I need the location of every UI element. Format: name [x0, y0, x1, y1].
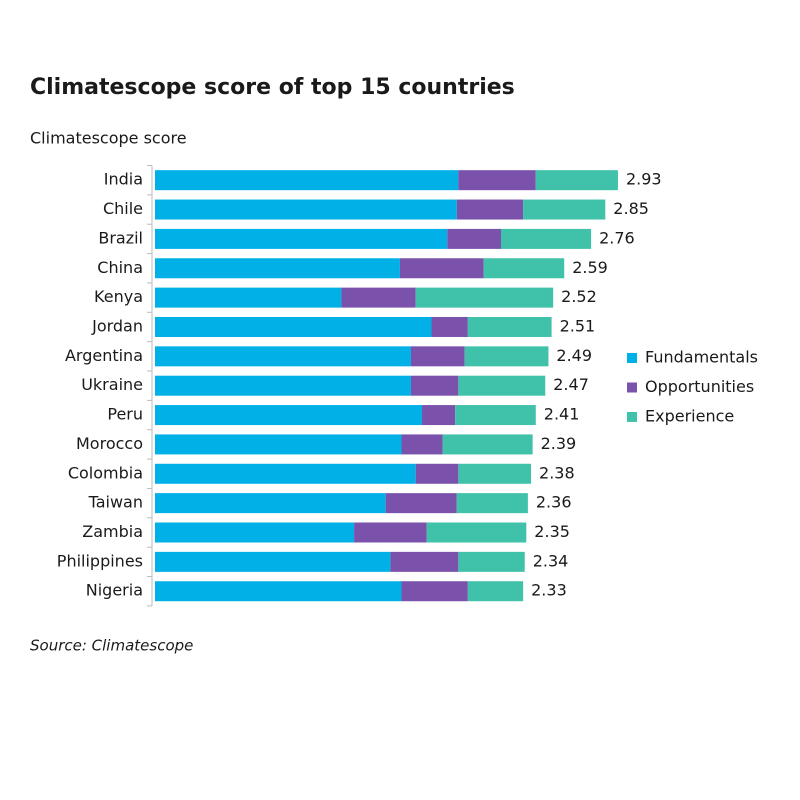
total-label: 2.35	[534, 522, 570, 541]
category-label: Taiwan	[88, 493, 143, 512]
bar-segment	[155, 434, 402, 455]
total-label: 2.93	[626, 170, 662, 189]
bar-segment	[341, 287, 416, 308]
bar-segment	[155, 551, 391, 572]
total-label: 2.52	[561, 287, 597, 306]
bar-segment	[155, 287, 342, 308]
bar-segment	[155, 346, 411, 367]
bar-segment	[354, 522, 427, 543]
total-label: 2.38	[539, 463, 575, 482]
bar-segment	[401, 434, 443, 455]
bar-segment	[464, 346, 549, 367]
total-label: 2.47	[553, 375, 589, 394]
bar-segment	[410, 346, 465, 367]
bar-segment	[390, 551, 459, 572]
bar-segment	[155, 581, 402, 602]
category-label: Argentina	[65, 346, 143, 365]
bar-segment	[155, 199, 457, 220]
bar-segment	[456, 199, 524, 220]
category-label: Kenya	[94, 287, 143, 306]
total-label: 2.39	[541, 434, 577, 453]
bar-segment	[535, 170, 618, 191]
bar-segment	[458, 463, 532, 484]
bar-segment	[467, 581, 524, 602]
bar-segment	[442, 434, 533, 455]
chart-title: Climatescope score of top 15 countries	[30, 75, 515, 100]
bar-segment	[467, 316, 552, 337]
bar-segment	[415, 287, 554, 308]
category-label: Jordan	[91, 316, 143, 335]
category-label: Ukraine	[81, 375, 143, 394]
bar-segment	[458, 170, 536, 191]
bar-segment	[399, 258, 484, 279]
bar-segment	[458, 551, 525, 572]
category-label: Chile	[103, 199, 143, 218]
bar-segment	[385, 493, 457, 514]
bar-segment	[523, 199, 606, 220]
total-label: 2.76	[599, 228, 635, 247]
legend-label: Fundamentals	[645, 348, 758, 367]
category-label: Zambia	[82, 522, 143, 541]
bar-segment	[155, 522, 355, 543]
bar-segment	[155, 316, 432, 337]
total-label: 2.41	[544, 405, 580, 424]
source-note: Source: Climatescope	[30, 637, 193, 655]
total-label: 2.49	[556, 346, 592, 365]
category-label: Brazil	[98, 228, 143, 247]
total-label: 2.34	[533, 551, 569, 570]
category-label: China	[97, 258, 143, 277]
legend-label: Opportunities	[645, 377, 754, 396]
bar-segment	[155, 493, 386, 514]
total-label: 2.36	[536, 493, 572, 512]
bar-segment	[455, 405, 536, 426]
legend-swatch	[627, 353, 637, 363]
bar-segment	[155, 463, 416, 484]
category-label: Philippines	[57, 551, 143, 570]
bar-segment	[501, 228, 592, 249]
bar-segment	[410, 375, 459, 396]
category-label: Peru	[107, 405, 143, 424]
bar-segment	[155, 375, 411, 396]
total-label: 2.51	[560, 316, 596, 335]
chart-subtitle: Climatescope score	[30, 129, 187, 148]
category-label: Morocco	[76, 434, 143, 453]
total-label: 2.33	[531, 581, 567, 600]
total-label: 2.85	[613, 199, 649, 218]
bar-segment	[456, 493, 528, 514]
bar-segment	[422, 405, 456, 426]
bar-segment	[155, 228, 448, 249]
bar-segment	[431, 316, 468, 337]
bar-segment	[415, 463, 459, 484]
category-label: Colombia	[68, 463, 143, 482]
bar-segment	[458, 375, 546, 396]
legend-swatch	[627, 382, 637, 393]
category-label: Nigeria	[86, 581, 143, 600]
bar-segment	[155, 170, 459, 191]
bar-segment	[483, 258, 565, 279]
bar-segment	[426, 522, 527, 543]
bar-segment	[401, 581, 468, 602]
legend-label: Experience	[645, 407, 734, 426]
category-label: India	[104, 170, 143, 189]
total-label: 2.59	[572, 258, 608, 277]
bar-segment	[155, 405, 423, 426]
legend-swatch	[627, 412, 637, 422]
bar-segment	[447, 228, 502, 249]
bar-segment	[155, 258, 400, 279]
